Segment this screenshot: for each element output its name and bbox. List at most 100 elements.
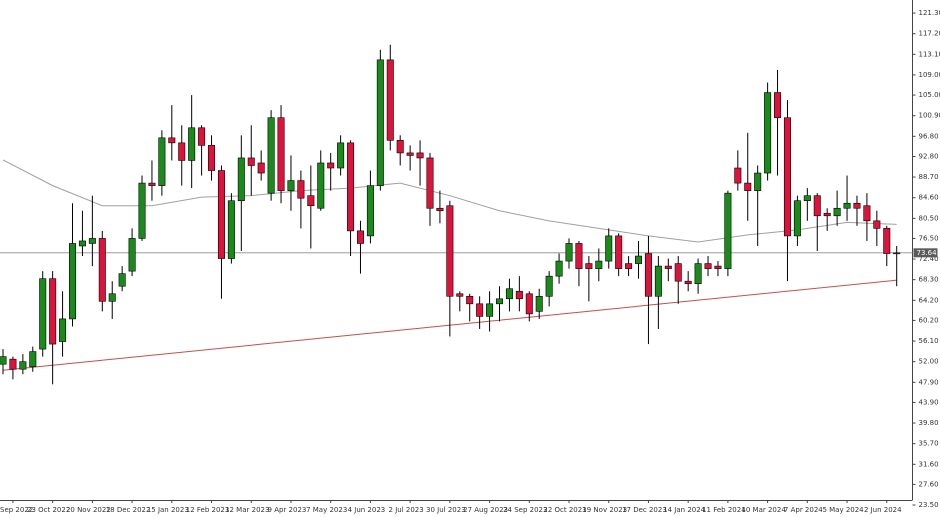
y-tick-label: 109.00	[919, 71, 940, 79]
x-tick-label: 9 Apr 2023	[268, 506, 307, 514]
y-tick-label: 64.20	[919, 296, 939, 304]
candle-body	[267, 117, 275, 194]
candle-body	[585, 263, 593, 269]
candle-body	[307, 195, 315, 207]
candle-body	[495, 298, 503, 305]
candle-body	[108, 293, 116, 302]
candle-body	[783, 117, 791, 237]
candle-body	[366, 185, 374, 237]
y-tick-label: 72.40	[919, 255, 939, 263]
candle-body	[635, 255, 643, 264]
candle-body	[237, 157, 245, 202]
candle-body	[148, 182, 156, 186]
candle-body	[456, 293, 464, 297]
candle-body	[843, 202, 851, 209]
x-tick-label: 15 Jan 2023	[147, 506, 189, 514]
candle-body	[555, 260, 563, 277]
candle-body	[833, 207, 841, 217]
candle-body	[277, 117, 285, 191]
x-tick-label: 4 Jun 2023	[348, 506, 386, 514]
candle-body	[883, 228, 891, 254]
candle-body	[396, 140, 404, 154]
candle-body	[287, 180, 295, 191]
x-tick-label: 18 Dec 2022	[106, 506, 151, 514]
y-tick-label: 84.60	[919, 194, 939, 202]
y-tick-label: 27.60	[919, 480, 939, 488]
candle-body	[644, 253, 652, 297]
last-price-box	[913, 248, 938, 258]
candle-body	[188, 127, 196, 161]
candle-body	[78, 240, 86, 247]
candle-body	[406, 152, 414, 156]
candle-body	[774, 92, 782, 119]
candle-body	[654, 265, 662, 297]
candle-body	[178, 142, 186, 161]
y-tick-label: 68.30	[919, 276, 939, 284]
candle-body	[29, 351, 37, 368]
candle-body	[813, 195, 821, 217]
candle-body	[684, 280, 692, 285]
candle-body	[327, 162, 335, 169]
x-tick-label: 23 Oct 2022	[27, 506, 70, 514]
candle-body	[386, 59, 394, 141]
candle-body	[337, 142, 345, 169]
candle-body	[545, 275, 553, 297]
y-tick-label: 60.20	[919, 316, 939, 324]
y-tick-label: 92.80	[919, 152, 939, 160]
candle-body	[853, 202, 861, 209]
x-tick-label: 22 Oct 2023	[543, 506, 586, 514]
x-tick-label: 24 Sep 2023	[503, 506, 547, 514]
candle-body	[168, 137, 176, 144]
candle-body	[724, 192, 732, 269]
candle-body	[69, 243, 77, 320]
y-tick-label: 100.90	[919, 112, 940, 120]
y-tick-label: 56.10	[919, 337, 939, 345]
candle-body	[49, 278, 57, 345]
candle-body	[605, 235, 613, 262]
candle-body	[615, 235, 623, 269]
last-price-label: 73.64	[917, 249, 938, 257]
y-tick-label: 96.80	[919, 132, 939, 140]
candle-body	[595, 260, 603, 269]
candle-body	[128, 238, 136, 272]
candle-body	[823, 212, 831, 217]
candle-body	[744, 182, 752, 191]
candle-body	[347, 142, 355, 232]
x-tick-label: 7 May 2023	[306, 506, 347, 514]
candle-body	[694, 263, 702, 285]
candle-body	[664, 265, 672, 269]
candle-body	[486, 303, 494, 317]
candle-body	[873, 220, 881, 229]
candle-body	[356, 230, 364, 244]
candle-body	[466, 295, 474, 305]
candle-body	[98, 238, 106, 302]
candle-body	[674, 263, 682, 282]
y-tick-label: 88.70	[919, 173, 939, 181]
candle-body	[565, 243, 573, 262]
candle-body	[297, 180, 305, 199]
x-tick-label: 30 Jul 2023	[426, 506, 466, 514]
candle-body	[515, 290, 523, 300]
x-tick-label: 17 Dec 2023	[622, 506, 667, 514]
x-tick-label: 2 Jul 2023	[389, 506, 424, 514]
candle-body	[476, 303, 484, 317]
candle-body	[704, 263, 712, 269]
candle-body	[714, 265, 722, 269]
candle-body	[754, 172, 762, 191]
candle-body	[19, 361, 27, 370]
plot	[0, 44, 913, 385]
candle-body	[317, 162, 325, 209]
x-tick-label: 10 Mar 2024	[741, 506, 786, 514]
x-tick-label: 12 Feb 2023	[186, 506, 230, 514]
y-tick-label: 117.20	[919, 30, 940, 38]
candle-body	[893, 252, 901, 255]
candle-body	[227, 200, 235, 259]
x-tick-label: 27 Aug 2023	[463, 506, 508, 514]
candle-body	[436, 207, 444, 212]
y-tick-label: 80.50	[919, 214, 939, 222]
candle-body	[158, 137, 166, 186]
candle-body	[208, 145, 216, 171]
